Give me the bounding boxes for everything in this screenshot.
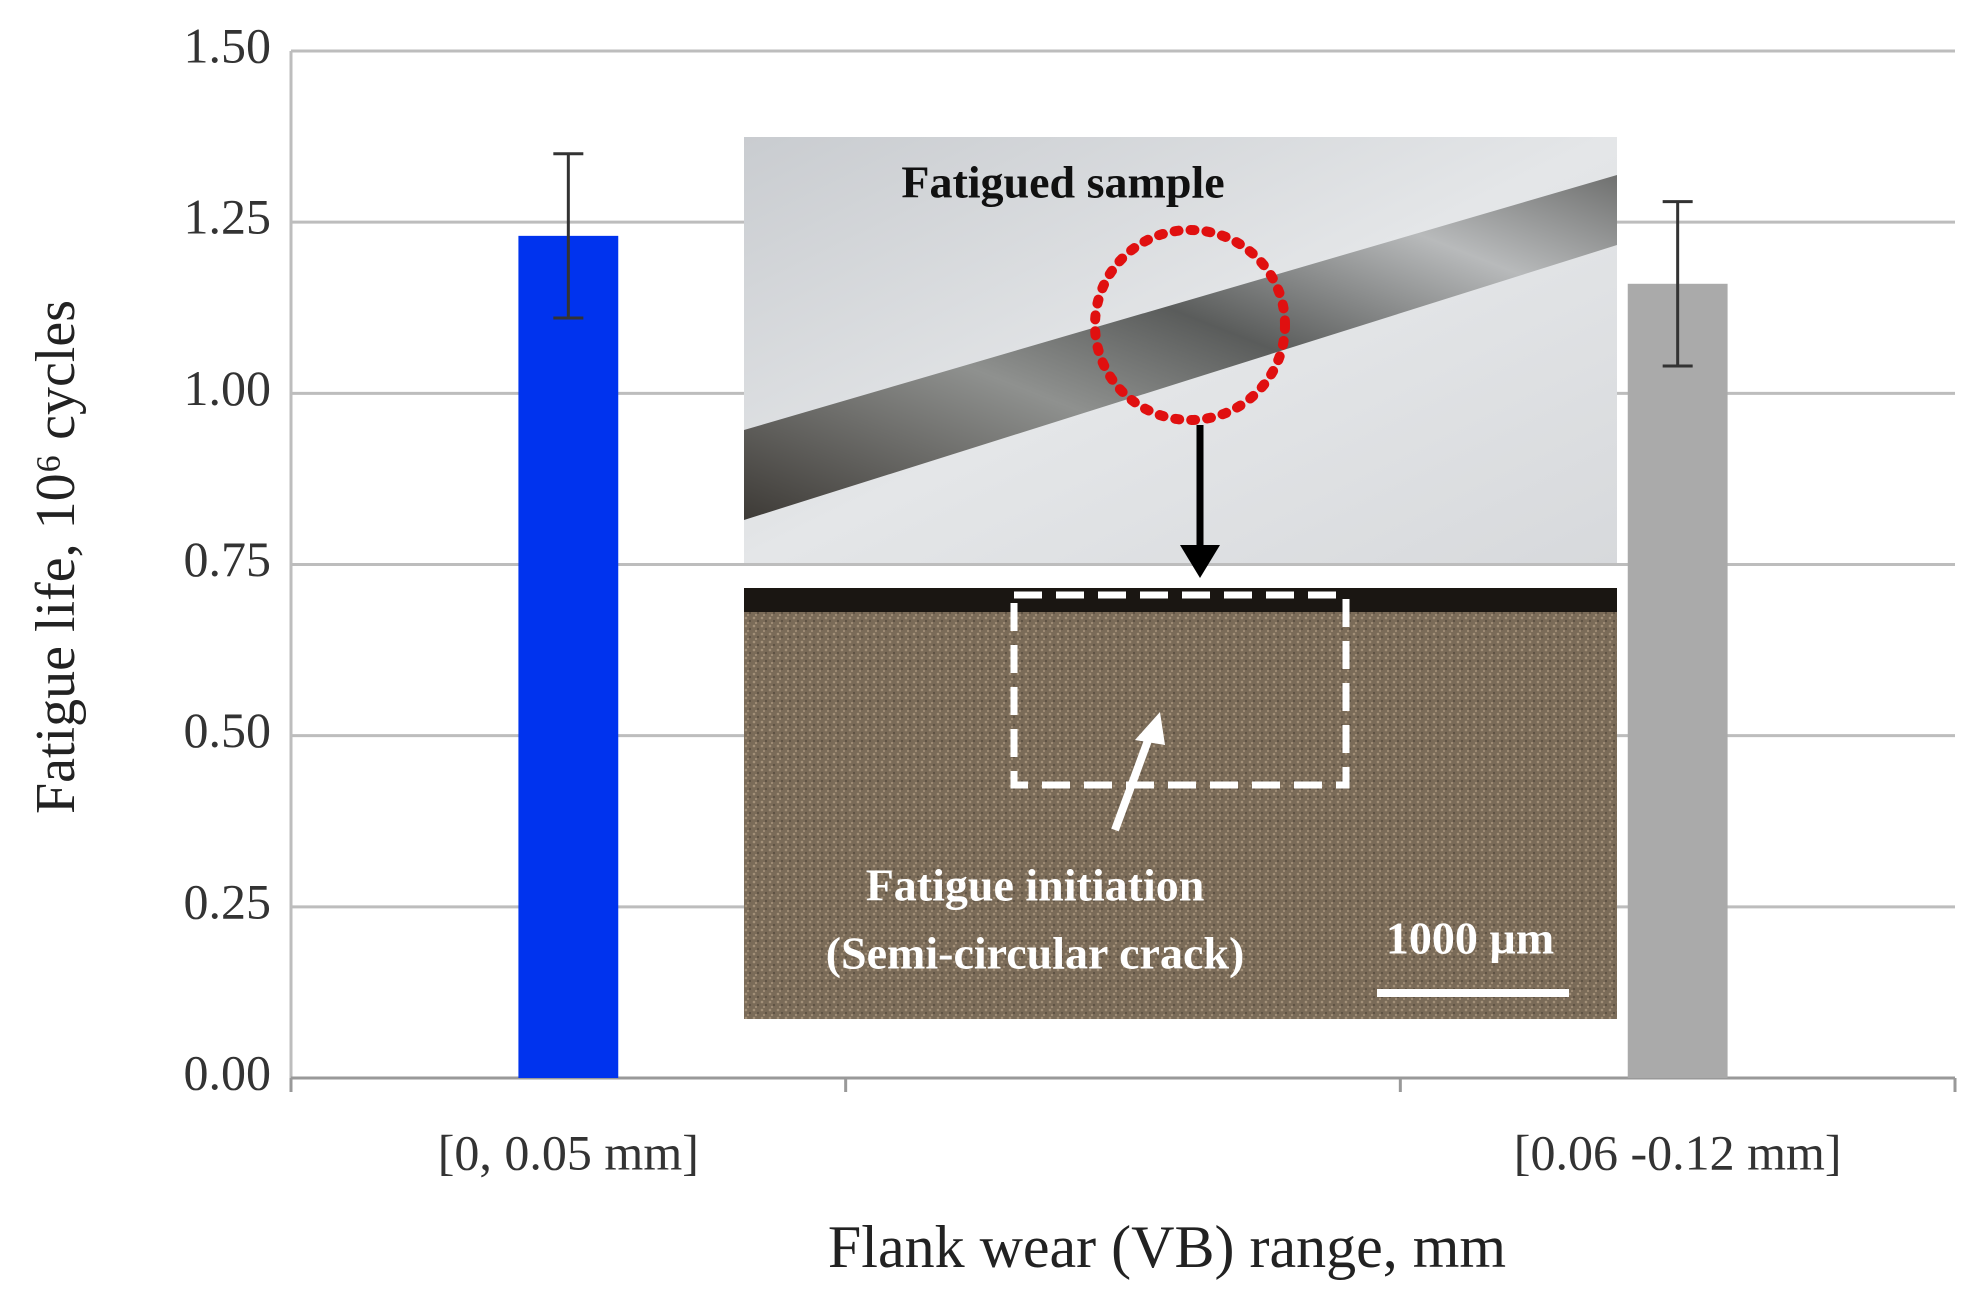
- micrograph-edge: [744, 588, 1617, 612]
- annotation: (Semi-circular crack): [826, 928, 1245, 979]
- annotation: 1000 µm: [1386, 913, 1554, 964]
- micrograph: [744, 588, 1617, 1019]
- y-tick-label: 1.00: [184, 360, 272, 416]
- y-tick-label: 0.50: [184, 702, 272, 758]
- marks: [518, 152, 1728, 1079]
- sample-bar: [744, 175, 1617, 520]
- x-tick-label: [0, 0.05 mm]: [438, 1124, 699, 1180]
- inset-photo: Fatigued sample Fatigue initiation (Semi…: [744, 137, 1617, 1019]
- crack-box: [1010, 591, 1350, 789]
- bar: [518, 235, 619, 1079]
- highlight-circle: [1090, 225, 1290, 425]
- y-axis-label: Fatigue life, 10⁶ cycles: [25, 300, 87, 814]
- arrow-head: [1180, 545, 1220, 578]
- y-tick-label: 0.00: [184, 1044, 272, 1100]
- annotation: Fatigued sample: [901, 157, 1224, 208]
- y-tick-label: 0.75: [184, 531, 272, 587]
- x-tick-label: [0.06 -0.12 mm]: [1514, 1124, 1842, 1180]
- y-tick-label: 1.50: [184, 17, 272, 73]
- error-bar: [1662, 200, 1693, 368]
- annotation: Fatigue initiation: [866, 860, 1205, 911]
- x-axis-label: Flank wear (VB) range, mm: [828, 1214, 1506, 1280]
- error-bar: [553, 152, 584, 320]
- y-tick-label: 0.25: [184, 873, 272, 929]
- y-tick-label: 1.25: [184, 189, 272, 245]
- crack-arrow: [1111, 733, 1154, 832]
- crack-arrow-head: [1135, 712, 1165, 745]
- bar: [1627, 283, 1728, 1079]
